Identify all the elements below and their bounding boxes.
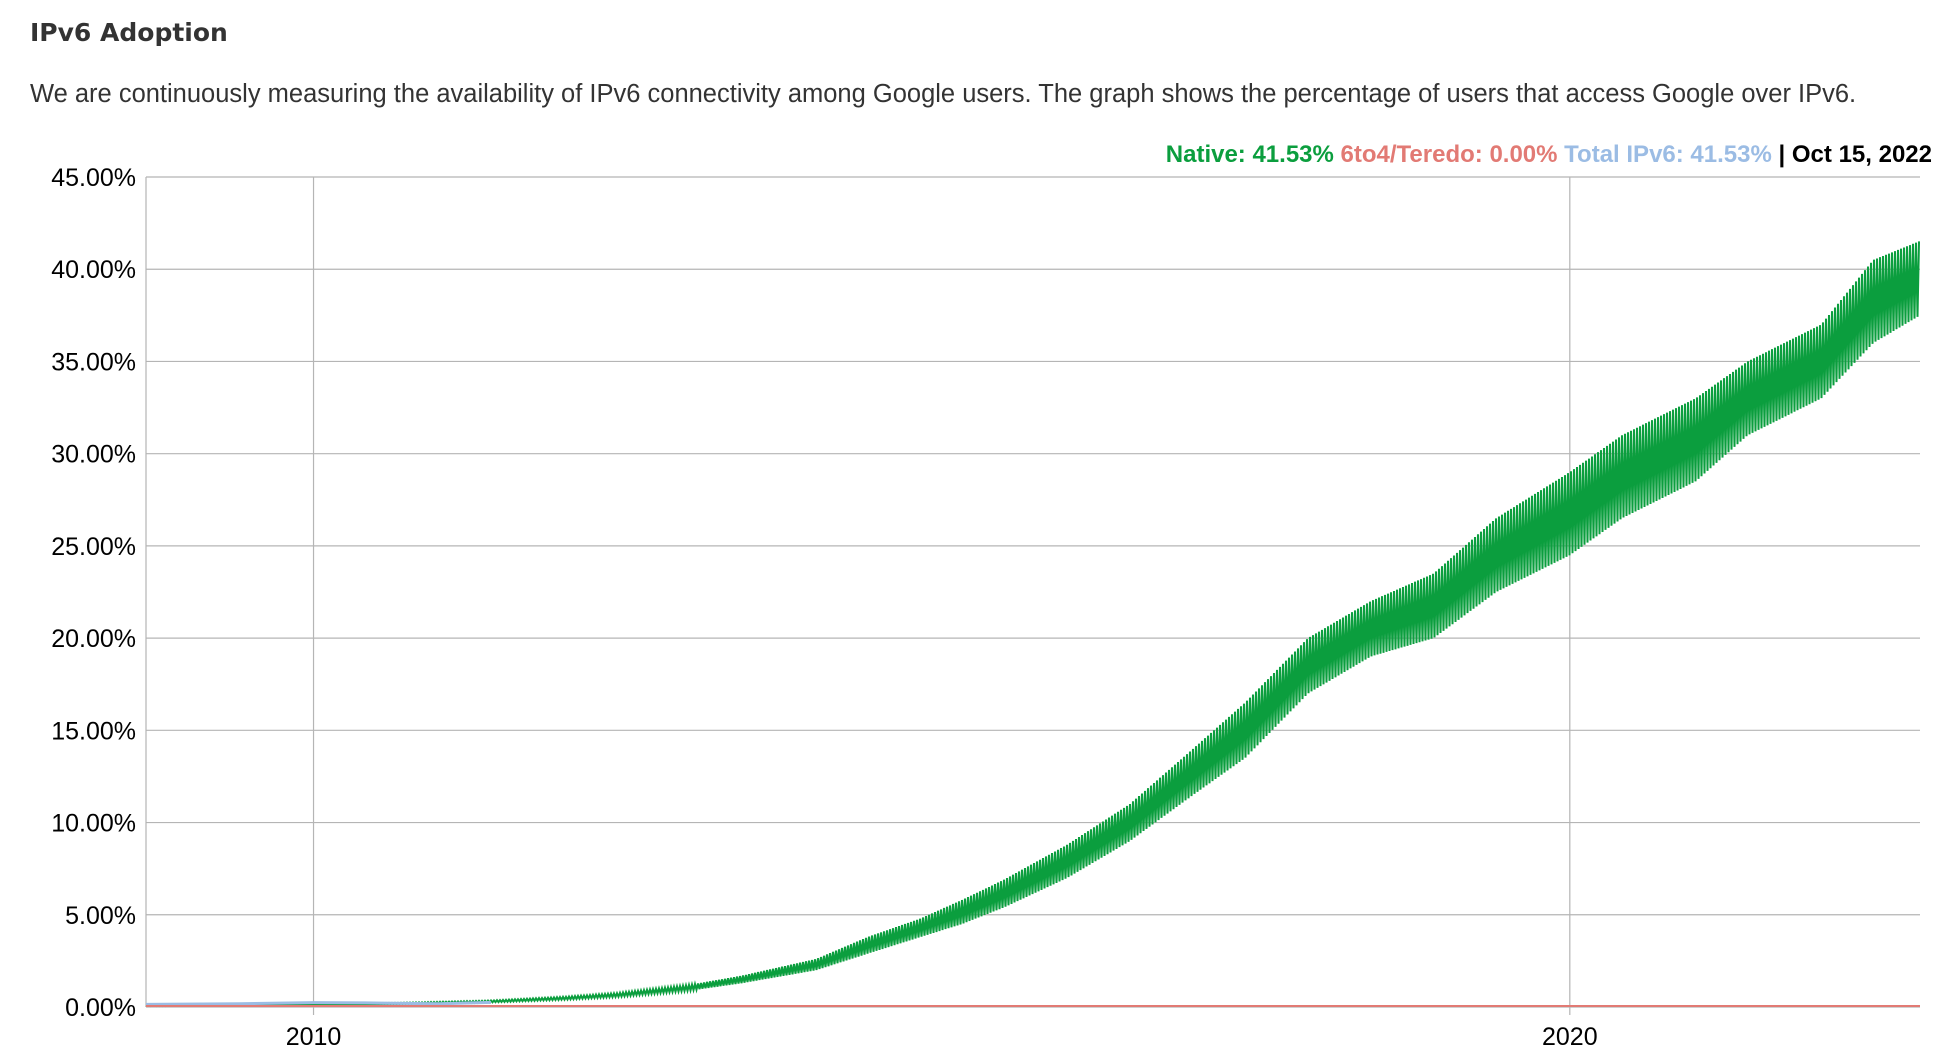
y-tick-label: 40.00%	[51, 256, 136, 284]
x-tick-label: 2010	[286, 1023, 342, 1051]
legend-date: Oct 15, 2022	[1791, 141, 1932, 168]
chart-legend: Native: 41.53% 6to4/Teredo: 0.00% Total …	[1166, 141, 1932, 169]
legend-teredo: 6to4/Teredo: 0.00%	[1340, 141, 1558, 168]
y-tick-label: 25.00%	[51, 533, 136, 561]
axis-layer: 0.00% 5.00% 10.00% 15.00% 20.00% 25.00% 30.00%…	[51, 164, 1597, 1051]
page-description: We are continuously measuring the availa…	[30, 80, 1857, 108]
series-native-line	[145, 241, 1920, 1008]
y-tick-label: 10.00%	[51, 810, 136, 838]
y-tick-label: 15.00%	[51, 717, 136, 745]
page-title: IPv6 Adoption	[30, 18, 228, 47]
y-tick-label: 30.00%	[51, 441, 136, 469]
y-tick-label: 45.00%	[51, 164, 136, 192]
y-tick-label: 5.00%	[65, 902, 136, 930]
series-layer	[145, 241, 1920, 1008]
legend-total: Total IPv6: 41.53%	[1564, 141, 1772, 168]
grid-layer	[145, 176, 1920, 1015]
series-total-line	[145, 1000, 492, 1006]
legend-separator: |	[1771, 141, 1792, 168]
x-tick-label: 2020	[1542, 1023, 1598, 1051]
legend-native: Native: 41.53%	[1165, 141, 1334, 168]
y-tick-label: 20.00%	[51, 625, 136, 653]
y-tick-label: 0.00%	[65, 994, 136, 1022]
y-tick-label: 35.00%	[51, 348, 136, 376]
